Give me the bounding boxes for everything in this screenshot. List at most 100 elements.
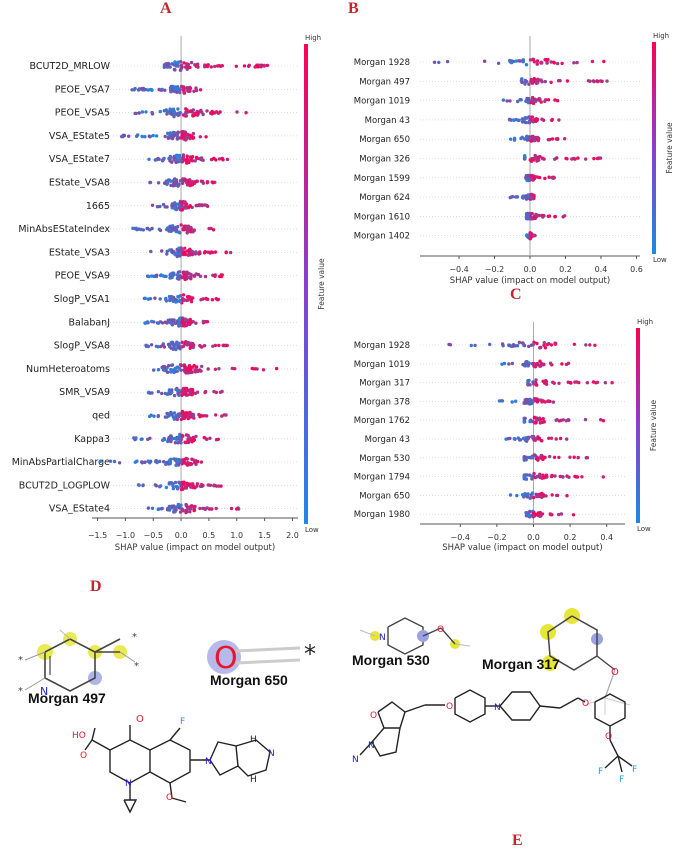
shap-point [220,414,224,418]
shap-point [164,462,168,466]
shap-point [213,343,218,348]
feature-label: Kappa3 [74,434,110,445]
atom-n: N [379,633,386,643]
molecule-nitroimidazole [359,689,633,773]
shap-point [158,109,162,114]
shap-point [173,131,177,135]
x-tick-label: −0.2 [487,533,506,542]
shap-point [143,321,147,325]
shap-point [568,455,572,459]
shap-point [189,507,193,511]
shap-point [600,79,604,84]
shap-point [571,513,576,517]
shap-point [580,475,584,479]
shap-point [216,297,221,302]
shap-point [151,133,155,138]
shap-point [540,512,545,516]
shap-point [176,60,181,64]
shap-point [521,196,525,200]
shap-point [160,506,164,511]
shap-point [535,59,540,63]
x-tick-label: −0.4 [449,265,468,274]
shap-point [191,131,195,136]
shap-point [171,108,175,112]
shap-point [554,437,558,441]
shap-point [160,87,164,92]
shap-point [219,484,223,488]
shap-point [557,381,561,385]
shap-point [191,414,196,418]
shap-point [599,418,603,422]
shap-point [176,463,181,467]
shap-point [217,367,221,371]
shap-point [178,323,183,327]
shap-point [541,420,546,424]
atom-o: O [446,702,453,712]
shap-point [165,182,169,186]
shap-point [563,214,567,218]
shap-point [164,297,168,302]
shap-point [154,344,159,348]
feature-label: Morgan 1019 [354,360,410,370]
feature-label: Morgan 43 [365,435,410,445]
atom-star: * [304,640,316,668]
shap-point [547,436,551,440]
shap-point [201,112,205,117]
shap-point [543,400,547,404]
feature-label: VSA_EState4 [49,504,110,515]
shap-point [532,438,536,442]
shap-point [173,60,177,64]
shap-point [565,437,569,441]
shap-point [189,437,194,441]
shap-point [170,504,174,508]
shap-point [180,340,184,344]
shap-point [177,205,182,209]
shap-point [177,270,182,274]
shap-point [432,60,437,64]
shap-point [182,298,186,302]
shap-point [185,183,190,187]
shap-point [181,487,185,491]
shap-point [536,417,540,421]
shap-point [177,388,181,393]
feature-label: Morgan 1402 [354,232,410,242]
shap-point [521,60,525,64]
shap-point [187,275,191,279]
shap-point [163,205,167,209]
shap-point [163,368,168,373]
shap-point [543,99,547,104]
shap-point [523,120,527,125]
shap-point [150,391,154,395]
shap-point [527,513,532,517]
shap-point [179,368,183,372]
shap-point [583,417,588,422]
feature-label: Morgan 497 [359,77,410,87]
shap-point [570,157,574,161]
shap-point [541,363,545,367]
shap-point [178,460,183,465]
shap-point [184,509,189,514]
shap-point [192,228,196,232]
shap-point [178,506,182,510]
shap-point [469,343,473,348]
shap-point [178,510,183,514]
shap-point [445,59,450,64]
shap-point [513,437,517,441]
shap-point [150,110,154,115]
shap-point [201,319,205,324]
shap-point [190,391,195,396]
shap-point [527,177,531,181]
shap-point [565,474,569,478]
shap-point [189,272,193,277]
shap-point [182,364,187,368]
shap-point [525,233,529,237]
shap-point [178,179,183,183]
shap-point [530,157,534,161]
x-tick-label: 0.0 [175,531,188,540]
shap-point [595,79,600,83]
shap-point [214,158,218,162]
shap-point [437,60,441,65]
shap-point [185,463,190,467]
shap-point [235,110,239,114]
shap-point [173,252,177,257]
